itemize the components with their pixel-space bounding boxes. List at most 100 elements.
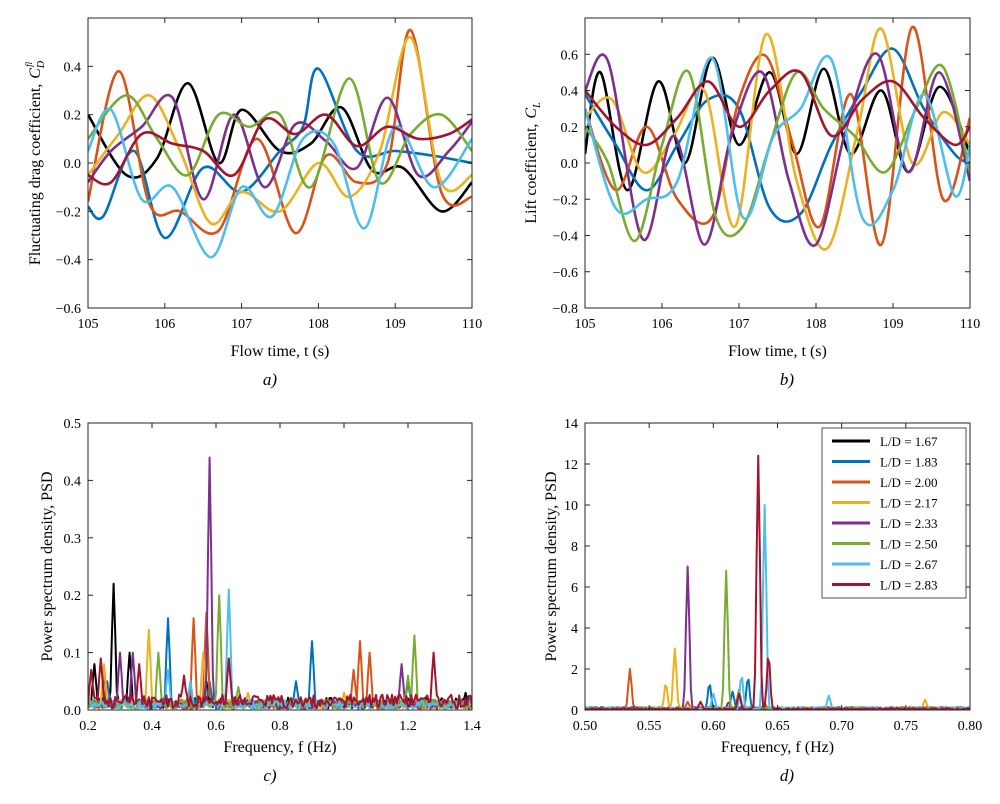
y-tick-label: −0.4 <box>553 230 578 245</box>
series-line <box>585 69 970 147</box>
subplot-caption: a) <box>263 370 278 389</box>
y-tick-label: 14 <box>564 417 578 432</box>
series-line <box>88 93 472 201</box>
x-tick-label: 0.8 <box>271 719 289 734</box>
x-tick-label: 110 <box>462 317 482 332</box>
x-tick-label: 0.80 <box>958 719 983 734</box>
y-tick-label: −0.2 <box>56 205 81 220</box>
legend-entry: L/D = 2.83 <box>880 578 938 593</box>
x-tick-label: 107 <box>231 317 252 332</box>
axes-box <box>87 422 473 711</box>
y-axis-label-subscript: D <box>36 60 47 69</box>
y-axis-label: Power spectrum density, PSD <box>543 471 560 661</box>
y-tick-label: 0.5 <box>64 417 82 432</box>
series-group <box>88 456 472 710</box>
y-axis-label-text: Power spectrum density, PSD <box>543 471 560 661</box>
y-tick-label: 0.4 <box>64 60 82 75</box>
y-tick-label: 0 <box>571 704 578 719</box>
legend: L/D = 1.67 L/D = 1.83 L/D = 2.00 L/D = 2.17… <box>821 427 967 599</box>
subplot-caption: d) <box>780 766 795 785</box>
x-tick-label: 106 <box>652 317 673 332</box>
y-axis-label: Fluctuating drag coefficient, CDfl <box>24 60 47 265</box>
y-tick-label: 4 <box>571 622 578 637</box>
y-axis-label-subscript: L <box>532 102 543 109</box>
x-tick-label: 0.55 <box>637 719 662 734</box>
series-line <box>585 55 970 227</box>
x-tick-label: 105 <box>78 317 99 332</box>
legend-box <box>821 427 967 599</box>
subplot-caption: b) <box>780 370 795 389</box>
y-tick-label: 0.0 <box>561 157 579 172</box>
x-tick-label: 109 <box>385 317 406 332</box>
series-group <box>88 28 472 259</box>
series-line <box>585 27 970 251</box>
y-axis-label-symbol: C <box>523 108 540 119</box>
x-tick-label: 0.75 <box>894 719 919 734</box>
legend-entry: L/D = 2.33 <box>880 516 938 531</box>
y-tick-label: −0.6 <box>553 266 578 281</box>
series-line <box>585 52 970 248</box>
y-tick-label: −0.2 <box>553 193 578 208</box>
x-tick-label: 0.4 <box>143 719 161 734</box>
y-tick-label: 6 <box>571 581 578 596</box>
x-tick-label: 0.70 <box>829 719 854 734</box>
x-tick-label: 1.4 <box>463 719 481 734</box>
x-tick-label: 106 <box>154 317 175 332</box>
chart-d: 0.50 0.55 0.60 0.65 0.70 0.75 0.80 0 2 4 6 8 10 12 14 F… <box>543 417 982 785</box>
series-line <box>88 28 472 235</box>
y-tick-label: 0.6 <box>561 48 579 63</box>
x-tick-label: 108 <box>308 317 329 332</box>
y-tick-label: 10 <box>564 499 578 514</box>
y-tick-label: −0.4 <box>56 254 81 269</box>
chart-c: 0.2 0.4 0.6 0.8 1.0 1.2 1.4 0.0 0.1 0.2 0.3 0.4 0.5 F… <box>39 417 481 785</box>
y-tick-label: 12 <box>564 458 578 473</box>
x-tick-label: 0.65 <box>765 719 790 734</box>
y-axis-label: Power spectrum density, PSD <box>39 471 56 661</box>
x-tick-label: 1.2 <box>399 719 417 734</box>
series-line <box>585 25 970 246</box>
legend-entry: L/D = 2.50 <box>880 537 938 552</box>
subplot-caption: c) <box>263 766 277 785</box>
x-axis-label: Frequency, f (Hz) <box>721 739 834 756</box>
x-axis-label: Frequency, f (Hz) <box>223 739 336 756</box>
x-tick-label: 105 <box>575 317 596 332</box>
y-axis-label-text: Lift coefficient, <box>523 124 540 224</box>
x-tick-label: 1.0 <box>335 719 353 734</box>
legend-entry: L/D = 1.67 <box>880 434 938 449</box>
legend-entry: L/D = 1.83 <box>880 455 938 470</box>
x-tick-label: 0.60 <box>701 719 726 734</box>
legend-entry: L/D = 2.67 <box>880 557 938 572</box>
series-line <box>585 668 970 710</box>
series-line <box>88 107 472 259</box>
y-tick-label: 0.4 <box>64 474 82 489</box>
y-tick-label: 0.2 <box>64 589 82 604</box>
legend-entry: L/D = 2.17 <box>880 496 938 511</box>
x-tick-label: 0.6 <box>207 719 225 734</box>
chart-a: 105 106 107 108 109 110 −0.6 −0.4 −0.2 0.0 0.2 0.4 F… <box>24 17 482 389</box>
x-axis-label: Flow time, t (s) <box>728 343 827 360</box>
x-tick-label: 0.2 <box>79 719 97 734</box>
x-tick-label: 0.50 <box>573 719 598 734</box>
y-tick-label: 0.4 <box>561 85 579 100</box>
y-tick-label: 0.0 <box>64 157 82 172</box>
y-axis-label-text: Power spectrum density, PSD <box>39 471 56 661</box>
y-tick-label: −0.8 <box>553 302 578 317</box>
y-axis-label-text: Fluctuating drag coefficient, <box>27 84 44 265</box>
series-group <box>585 25 970 251</box>
y-axis-label-symbol: C <box>27 68 44 79</box>
chart-b: 105 106 107 108 109 110 −0.8 −0.6 −0.4 −0.2 0.0 0.2… <box>523 17 980 389</box>
y-tick-label: −0.6 <box>56 302 81 317</box>
series-line <box>585 647 970 710</box>
series-line <box>88 113 472 186</box>
x-tick-label: 109 <box>883 317 904 332</box>
y-tick-label: 0.3 <box>64 532 82 547</box>
y-axis-label-superscript: fl <box>24 61 34 67</box>
x-tick-label: 108 <box>806 317 827 332</box>
y-tick-label: 0.2 <box>64 109 82 124</box>
x-tick-label: 107 <box>729 317 750 332</box>
series-line <box>88 81 472 213</box>
y-tick-label: 0.1 <box>64 647 82 662</box>
series-line <box>88 36 472 226</box>
y-axis-label: Lift coefficient, CL <box>523 102 543 224</box>
